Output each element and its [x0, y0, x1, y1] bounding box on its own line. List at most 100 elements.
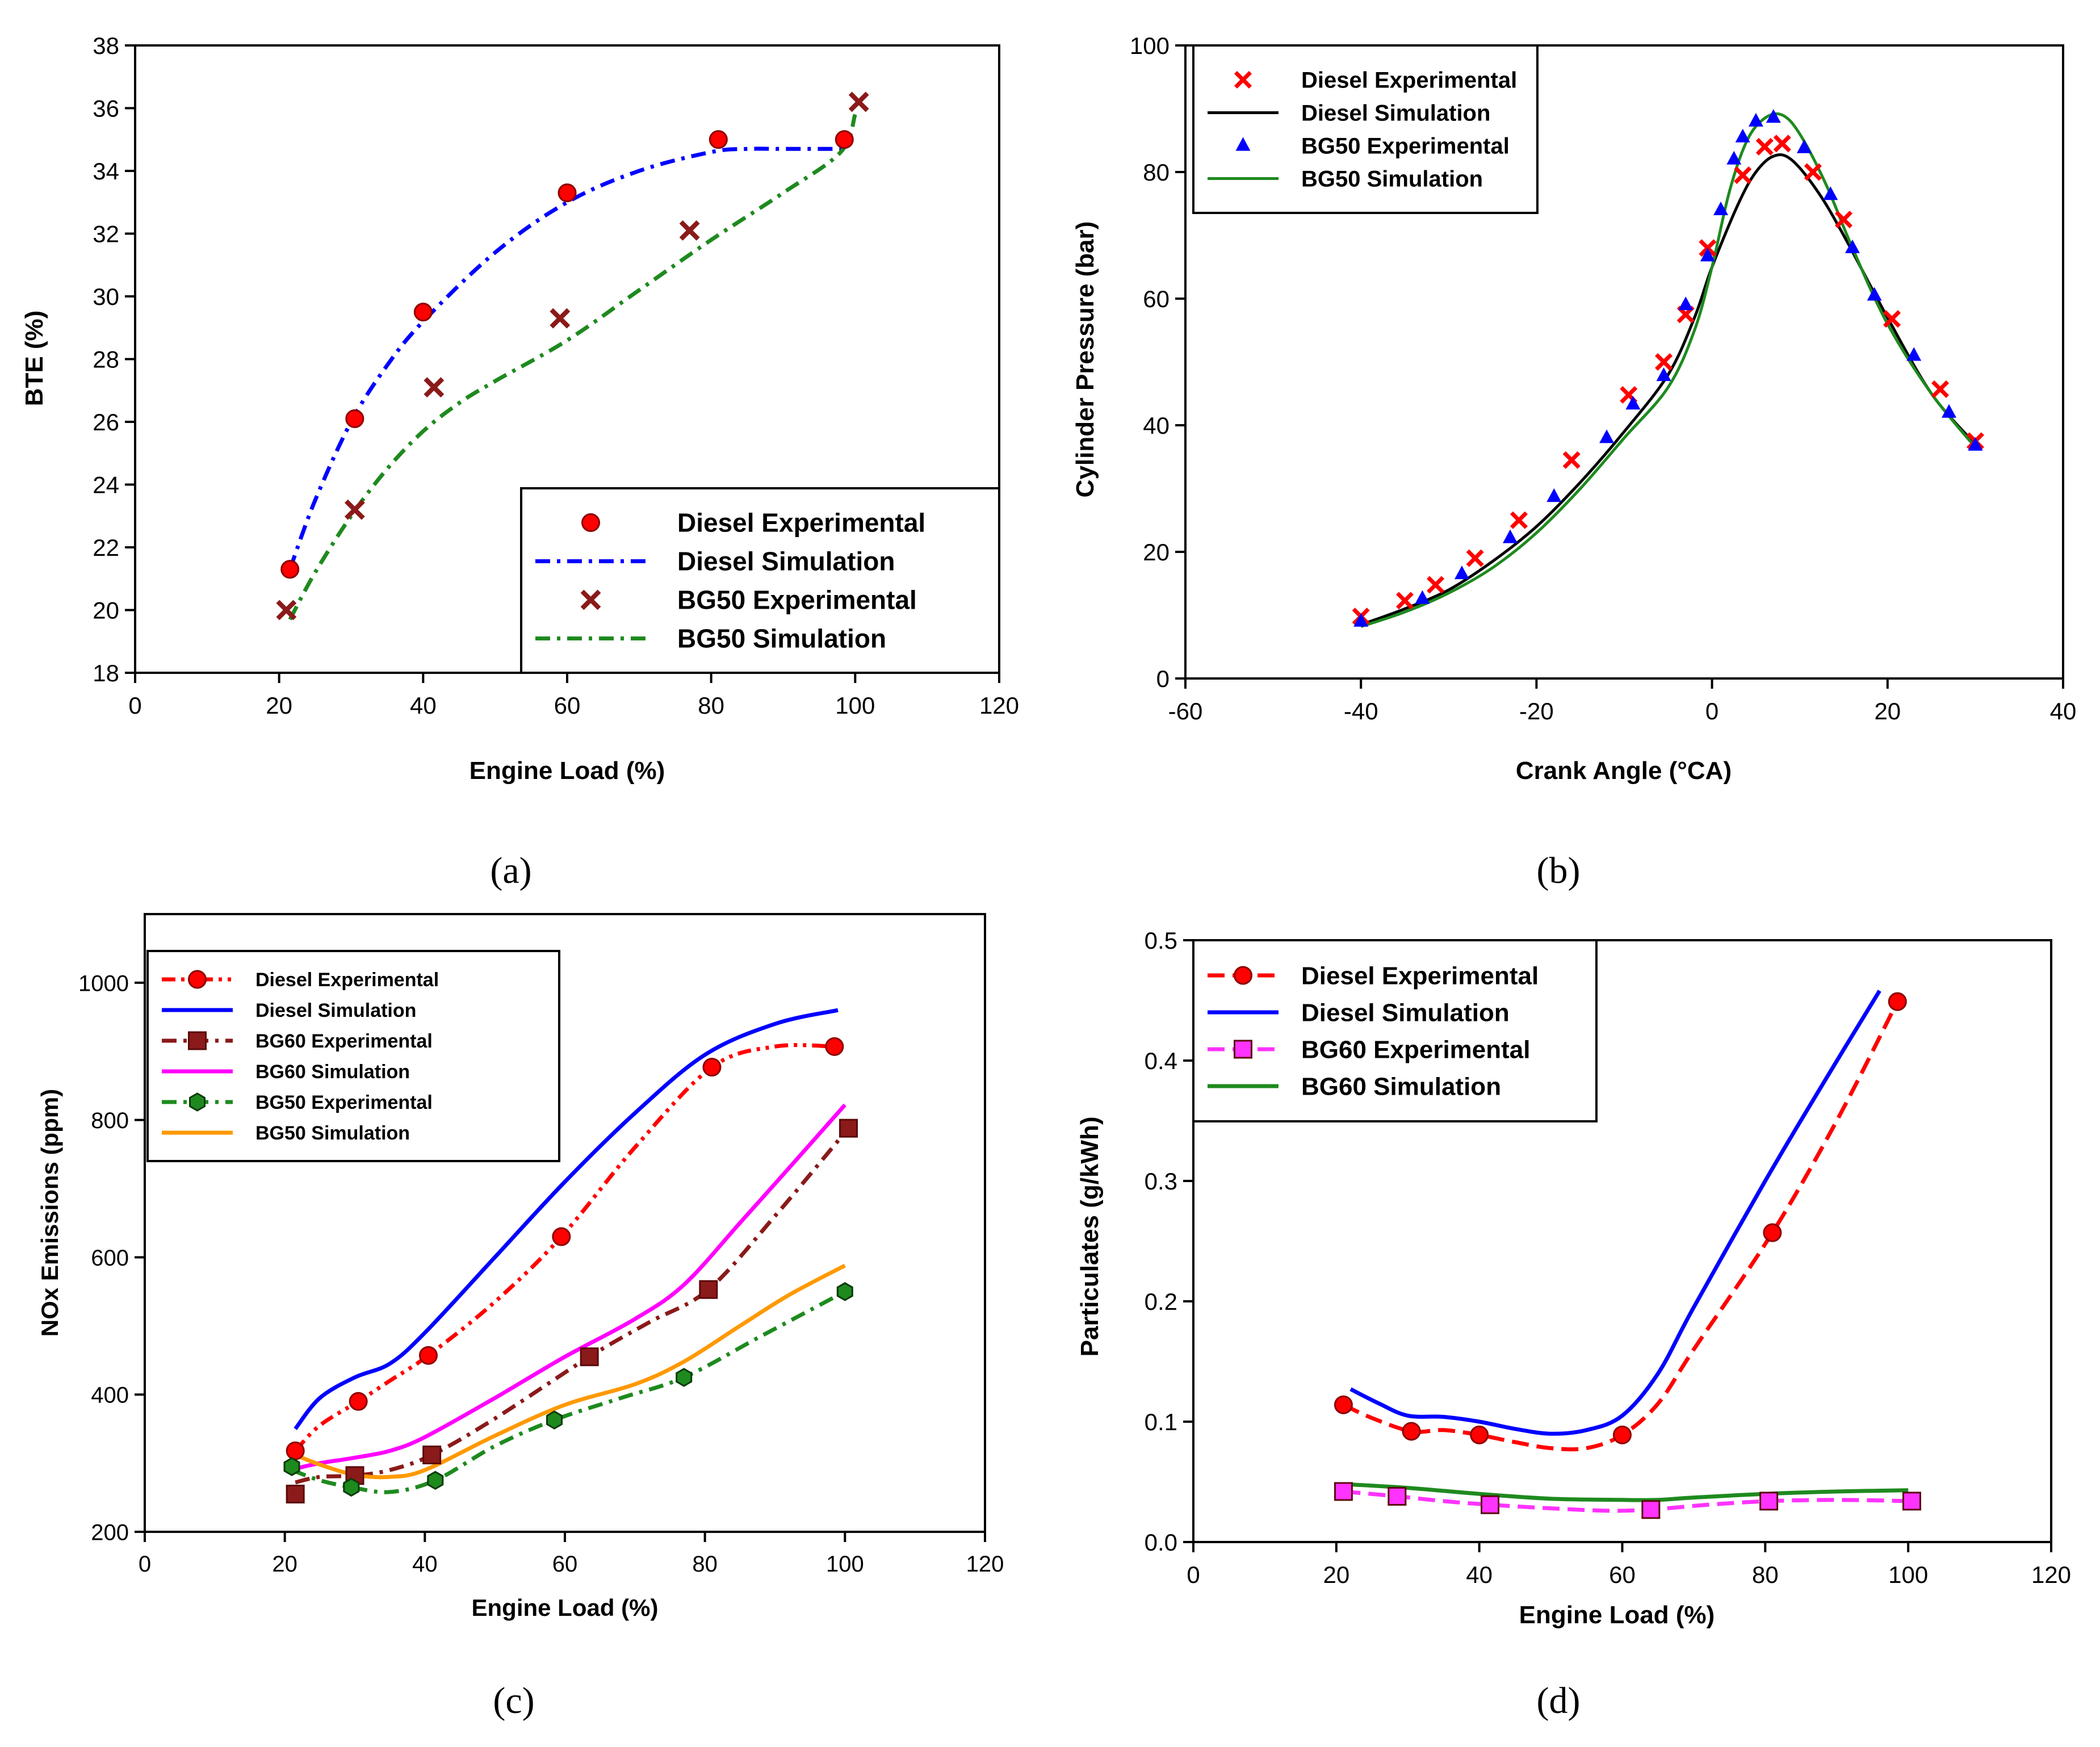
data-point-diesel-experimental	[1470, 1425, 1489, 1444]
legend-marker-diesel-experimental	[188, 970, 207, 989]
data-point-bg50-experimental	[1415, 590, 1430, 604]
data-point-bg50-experimental	[1678, 296, 1694, 311]
data-point-bg60-experimental	[1388, 1486, 1407, 1506]
data-point-diesel-experimental	[1510, 511, 1528, 529]
legend-label-diesel-simulation: Diesel Simulation	[1301, 101, 1490, 126]
y-tick-label: 0.2	[1145, 1288, 1177, 1315]
data-point-diesel-experimental	[1655, 353, 1673, 371]
legend-label-diesel-simulation: Diesel Simulation	[677, 547, 895, 576]
data-point-bg50-experimental	[283, 1457, 300, 1476]
y-tick-label: 18	[93, 660, 119, 686]
legend: Diesel Experimental Diesel Simulation BG60…	[1192, 939, 1598, 1122]
y-tick-label: 80	[1143, 159, 1170, 186]
data-point-bg50-experimental	[1713, 201, 1729, 215]
legend-label-diesel-simulation: Diesel Simulation	[255, 1000, 416, 1021]
data-point-bg50-experimental	[344, 499, 365, 520]
data-point-bg50-experimental	[1906, 347, 1922, 361]
data-point-bg60-experimental	[286, 1485, 305, 1504]
data-point-bg60-experimental	[699, 1280, 718, 1299]
x-tick-label: 0	[1705, 698, 1718, 724]
x-axis-title: Engine Load (%)	[472, 1594, 659, 1621]
x-tick-label: 100	[1888, 1561, 1928, 1588]
x-tick-label: 80	[692, 1552, 718, 1577]
series-line-bg50-simulation	[288, 114, 857, 621]
series-line-bg60-experimental	[295, 1126, 850, 1485]
y-axis-title: Cylinder Pressure (bar)	[1071, 221, 1099, 498]
legend-label-diesel-simulation: Diesel Simulation	[1301, 999, 1510, 1027]
data-point-bg50-experimental	[836, 1282, 853, 1301]
x-tick-label: 120	[979, 692, 1019, 719]
data-point-diesel-experimental	[1883, 310, 1901, 328]
x-tick-label: -60	[1168, 698, 1203, 724]
series-line-diesel-simulation	[288, 146, 845, 570]
y-tick-label: 32	[93, 221, 119, 248]
legend-label-bg60-experimental: BG60 Experimental	[255, 1030, 433, 1052]
y-tick-label: 1000	[78, 971, 129, 996]
data-point-diesel-experimental	[825, 1037, 844, 1056]
legend: Diesel Experimental Diesel Simulation BG50…	[520, 487, 1000, 674]
data-point-diesel-experimental	[1613, 1425, 1632, 1444]
legend-box	[520, 487, 1000, 674]
x-tick-label: 20	[1323, 1561, 1349, 1588]
data-point-bg60-experimental	[580, 1347, 599, 1367]
data-point-bg50-experimental	[1796, 139, 1812, 153]
data-point-bg60-experimental	[422, 1446, 442, 1465]
data-point-bg50-experimental	[1942, 404, 1957, 418]
x-tick-label: 0	[1187, 1561, 1200, 1588]
legend-marker-diesel-experimental	[1234, 966, 1252, 985]
data-point-bg60-experimental	[1481, 1495, 1500, 1514]
legend-label-bg50-simulation: BG50 Simulation	[1301, 167, 1483, 192]
x-tick-label: 20	[272, 1552, 297, 1577]
data-point-bg50-experimental	[1454, 565, 1469, 580]
x-axis-title: Engine Load (%)	[470, 757, 665, 785]
y-tick-label: 0	[1156, 665, 1170, 692]
y-tick-label: 800	[91, 1108, 129, 1133]
x-tick-label: 60	[554, 692, 581, 719]
y-tick-label: 28	[93, 346, 119, 373]
data-point-diesel-experimental	[835, 130, 854, 149]
data-point-diesel-experimental	[1562, 451, 1581, 469]
x-tick-label: 80	[1752, 1561, 1779, 1588]
y-tick-label: 200	[91, 1520, 129, 1545]
legend-label-diesel-experimental: Diesel Experimental	[677, 508, 925, 538]
legend-label-bg50-experimental: BG50 Experimental	[1301, 134, 1510, 159]
data-point-bg50-experimental	[1748, 112, 1763, 127]
x-tick-label: 100	[835, 692, 875, 719]
data-point-bg50-experimental	[1503, 529, 1518, 543]
legend-marker-diesel-experimental	[581, 513, 600, 532]
data-point-bg50-experimental	[1766, 109, 1781, 123]
x-tick-label: 40	[1466, 1561, 1493, 1588]
y-tick-label: 60	[1143, 286, 1170, 312]
legend-label-bg50-experimental: BG50 Experimental	[255, 1092, 433, 1113]
series-line-bg60-simulation	[1347, 1482, 1909, 1502]
plot-frame	[1184, 44, 2064, 680]
data-point-bg60-experimental	[839, 1118, 858, 1138]
x-tick-label: 40	[410, 692, 437, 719]
data-point-bg50-experimental	[1700, 248, 1715, 262]
panel-c: 0 20 40 60 80 100 120 200 400 600 800 1000 Engine Lo…	[36, 913, 1004, 1721]
legend-label-diesel-experimental: Diesel Experimental	[255, 969, 439, 991]
y-tick-label: 100	[1130, 32, 1170, 59]
data-point-bg50-experimental	[1968, 437, 1983, 451]
data-point-diesel-experimental	[1334, 1395, 1353, 1414]
data-point-diesel-experimental	[1763, 1223, 1782, 1242]
data-point-bg60-experimental	[1759, 1492, 1779, 1511]
series-line-diesel-simulation	[1349, 990, 1881, 1436]
x-tick-label: 40	[2050, 698, 2077, 724]
x-tick-label: -40	[1344, 698, 1378, 724]
data-point-diesel-experimental	[345, 409, 364, 428]
panel-d: 0 20 40 60 80 100 120 0.0 0.1 0.2 0.3 0.4 0.5 Engine …	[1076, 927, 2071, 1721]
legend-label-bg60-simulation: BG60 Simulation	[255, 1061, 410, 1083]
y-axis-title: BTE (%)	[20, 311, 48, 407]
data-point-diesel-experimental	[1402, 1422, 1421, 1441]
x-tick-label: 120	[2031, 1561, 2071, 1588]
series-line-diesel-simulation	[294, 1008, 839, 1430]
legend-marker-diesel-experimental	[1234, 70, 1252, 89]
y-tick-label: 24	[93, 472, 119, 498]
y-axis-title: NOx Emissions (ppm)	[36, 1089, 63, 1337]
y-tick-label: 34	[93, 158, 119, 185]
y-tick-label: 0.3	[1145, 1168, 1177, 1195]
data-point-diesel-experimental	[552, 1227, 571, 1246]
x-tick-label: 60	[1609, 1561, 1636, 1588]
